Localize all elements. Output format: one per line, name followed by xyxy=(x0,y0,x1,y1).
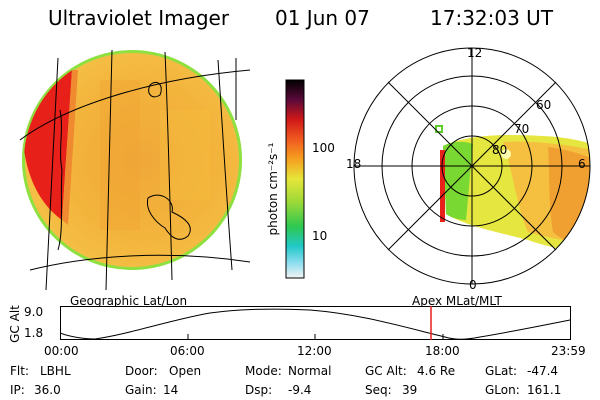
info-mode-value: Normal xyxy=(288,364,332,378)
lat-label-70: 70 xyxy=(514,122,530,136)
apex-caption: Apex MLat/MLT xyxy=(412,294,502,308)
emission-dot xyxy=(435,125,443,133)
info-dsp-label: Dsp: xyxy=(245,383,273,397)
observation-date: 01 Jun 07 xyxy=(275,6,370,30)
altitude-tick-low: 1.8 xyxy=(24,326,44,340)
info-gain-value: 14 xyxy=(163,383,179,397)
app-title: Ultraviolet Imager xyxy=(48,6,230,30)
info-glon-label: GLon: xyxy=(485,383,520,397)
info-gcalt-value: 4.6 Re xyxy=(417,364,456,378)
mlt-label-12: 12 xyxy=(467,46,483,60)
mlt-label-18: 18 xyxy=(346,157,362,171)
lat-label-60: 60 xyxy=(536,98,552,112)
auroral-emission xyxy=(440,135,590,253)
lat-lon-grid xyxy=(19,49,251,290)
colorbar-tick-10: 10 xyxy=(312,229,328,243)
time-tick-1800: 18:00 xyxy=(425,344,460,358)
info-glon-value: 161.1 xyxy=(527,383,562,397)
altitude-x-ticks xyxy=(187,334,444,340)
info-glat-value: -47.4 xyxy=(527,364,559,378)
colorbar-unit-label: photon cm⁻²s⁻¹ xyxy=(266,142,280,236)
info-gcalt-label: GC Alt: xyxy=(365,364,407,378)
info-flt-value: LBHL xyxy=(40,364,71,378)
info-door-label: Door: xyxy=(125,364,158,378)
info-mode-label: Mode: xyxy=(245,364,282,378)
intensity-colorbar xyxy=(285,79,305,279)
time-tick-2359: 23:59 xyxy=(551,344,586,358)
coastline xyxy=(57,81,191,251)
info-gain-label: Gain: xyxy=(125,383,157,397)
polar-grid xyxy=(353,47,591,285)
colorbar-tick-100: 100 xyxy=(312,141,335,155)
lat-label-80: 80 xyxy=(492,143,508,157)
info-dsp-value: -9.4 xyxy=(288,383,312,397)
altitude-curve xyxy=(60,308,571,340)
geographic-caption: Geographic Lat/Lon xyxy=(70,294,188,308)
mlt-label-0: 0 xyxy=(469,278,477,292)
observation-time: 17:32:03 UT xyxy=(430,6,554,30)
time-tick-0000: 00:00 xyxy=(44,344,79,358)
info-flt-label: Flt: xyxy=(10,364,29,378)
altitude-axis-label: GC Alt xyxy=(8,305,22,343)
info-seq-label: Seq: xyxy=(365,383,392,397)
info-seq-value: 39 xyxy=(402,383,418,397)
mlt-label-6: 6 xyxy=(578,157,586,171)
info-glat-label: GLat: xyxy=(485,364,518,378)
info-ip-value: 36.0 xyxy=(34,383,61,397)
info-ip-label: IP: xyxy=(10,383,25,397)
emission-disk xyxy=(22,50,242,270)
altitude-plot xyxy=(60,306,571,340)
info-door-value: Open xyxy=(169,364,202,378)
time-tick-1200: 12:00 xyxy=(297,344,332,358)
polar-plot xyxy=(353,47,591,285)
geographic-image xyxy=(19,49,251,290)
altitude-tick-high: 9.0 xyxy=(24,305,44,319)
time-tick-0600: 06:00 xyxy=(170,344,205,358)
